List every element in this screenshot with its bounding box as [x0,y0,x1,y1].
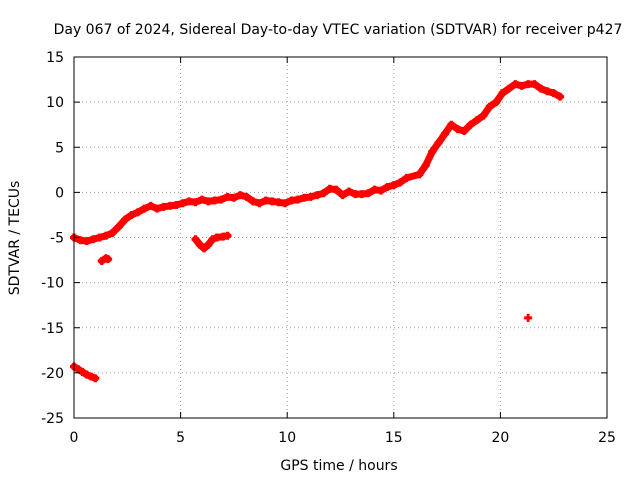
data-series [70,80,565,246]
data-series [191,231,232,253]
y-axis-label: SDTVAR / TECUs [7,181,23,296]
data-point [91,374,100,383]
x-tick-label: 20 [491,430,509,446]
x-tick-label: 10 [278,430,296,446]
y-axis-ticks: -25 -20 -15 -10 -5 0 5 10 15 [41,50,607,427]
x-axis-ticks: 0 5 10 15 20 25 [70,57,616,446]
y-tick-label: 15 [46,50,64,66]
y-tick-label: -5 [50,231,64,247]
data-point [223,231,232,240]
data-series [97,254,113,265]
y-tick-label: 10 [46,95,64,111]
y-tick-label: 0 [55,185,64,201]
plot-frame [73,56,608,419]
data-series [70,362,100,383]
x-tick-label: 25 [598,430,616,446]
data-point [556,92,565,101]
y-tick-label: 5 [55,140,64,156]
y-tick-label: -10 [41,276,64,292]
grid-lines [74,57,607,418]
data-point [104,255,113,264]
x-tick-label: 0 [70,430,79,446]
x-axis-label: GPS time / hours [280,458,397,474]
chart-title: Day 067 of 2024, Sidereal Day-to-day VTE… [54,22,623,38]
data-series [524,313,533,322]
y-tick-label: -15 [41,321,64,337]
y-tick-label: -20 [41,366,64,382]
y-tick-label: -25 [41,411,64,427]
data-point [524,313,533,322]
x-tick-label: 15 [385,430,403,446]
data-points [70,80,565,383]
x-tick-label: 5 [176,430,185,446]
